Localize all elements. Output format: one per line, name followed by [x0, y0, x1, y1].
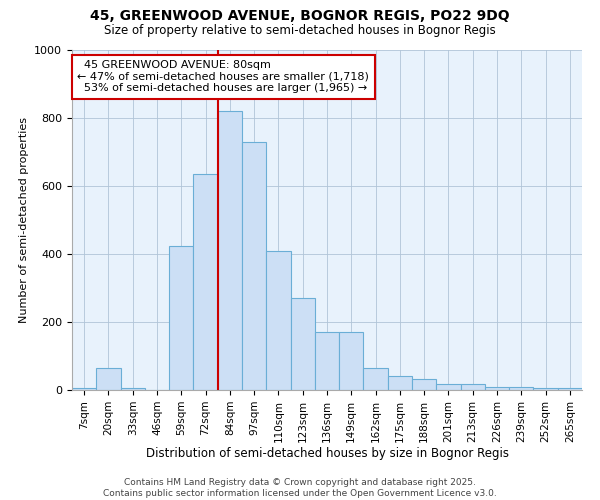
- Bar: [364, 368, 388, 390]
- X-axis label: Distribution of semi-detached houses by size in Bognor Regis: Distribution of semi-detached houses by …: [146, 448, 509, 460]
- Bar: [461, 384, 485, 390]
- Y-axis label: Number of semi-detached properties: Number of semi-detached properties: [19, 117, 29, 323]
- Bar: [193, 174, 218, 390]
- Bar: [121, 388, 145, 390]
- Bar: [72, 388, 96, 390]
- Bar: [266, 250, 290, 390]
- Bar: [96, 368, 121, 390]
- Bar: [558, 388, 582, 390]
- Text: 45 GREENWOOD AVENUE: 80sqm
← 47% of semi-detached houses are smaller (1,718)
  5: 45 GREENWOOD AVENUE: 80sqm ← 47% of semi…: [77, 60, 369, 94]
- Bar: [339, 332, 364, 390]
- Bar: [509, 386, 533, 390]
- Bar: [218, 111, 242, 390]
- Bar: [315, 332, 339, 390]
- Bar: [388, 376, 412, 390]
- Bar: [290, 298, 315, 390]
- Bar: [169, 246, 193, 390]
- Bar: [485, 388, 509, 390]
- Bar: [533, 388, 558, 390]
- Bar: [242, 142, 266, 390]
- Text: Size of property relative to semi-detached houses in Bognor Regis: Size of property relative to semi-detach…: [104, 24, 496, 37]
- Bar: [412, 379, 436, 390]
- Bar: [436, 384, 461, 390]
- Text: Contains HM Land Registry data © Crown copyright and database right 2025.
Contai: Contains HM Land Registry data © Crown c…: [103, 478, 497, 498]
- Text: 45, GREENWOOD AVENUE, BOGNOR REGIS, PO22 9DQ: 45, GREENWOOD AVENUE, BOGNOR REGIS, PO22…: [90, 9, 510, 23]
